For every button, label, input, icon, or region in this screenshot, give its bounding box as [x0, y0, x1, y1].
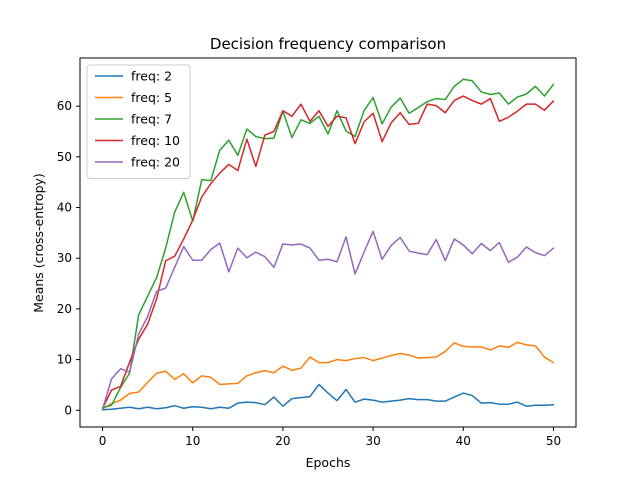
series-line-1 [101, 341, 555, 410]
y-tick-label: 60 [57, 99, 72, 113]
x-tick-label: 40 [456, 434, 471, 448]
axis-ticks: 0 10 20 30 40 50 0 10 20 30 40 50 60 [57, 99, 561, 448]
series-layer [101, 78, 555, 411]
x-tick-label: 30 [365, 434, 380, 448]
x-tick-label: 20 [275, 434, 290, 448]
y-tick-label: 30 [57, 251, 72, 265]
legend-box [86, 64, 191, 179]
series-line-2 [101, 78, 555, 409]
legend-label: freq: 2 [131, 69, 172, 84]
y-tick-label: 0 [64, 403, 72, 417]
y-tick-label: 50 [57, 150, 72, 164]
y-tick-label: 20 [57, 302, 72, 316]
y-tick-label: 40 [57, 201, 72, 215]
chart-title: Decision frequency comparison [210, 35, 446, 53]
legend-label: freq: 20 [131, 155, 180, 170]
legend: freq: 2 freq: 5 freq: 7 freq: 10 freq: 20 [86, 64, 191, 179]
x-tick-label: 10 [185, 434, 200, 448]
legend-label: freq: 5 [131, 90, 172, 105]
legend-label: freq: 10 [131, 133, 180, 148]
series-line-3 [101, 95, 555, 409]
y-tick-label: 10 [57, 353, 72, 367]
legend-label: freq: 7 [131, 112, 172, 127]
plot-area-frame [79, 57, 577, 428]
x-tick-label: 50 [546, 434, 561, 448]
series-line-0 [101, 383, 555, 411]
y-axis-label: Means (cross-entropy) [31, 173, 46, 313]
x-tick-label: 0 [99, 434, 107, 448]
x-axis-label: Epochs [306, 455, 351, 470]
series-line-4 [101, 230, 555, 411]
